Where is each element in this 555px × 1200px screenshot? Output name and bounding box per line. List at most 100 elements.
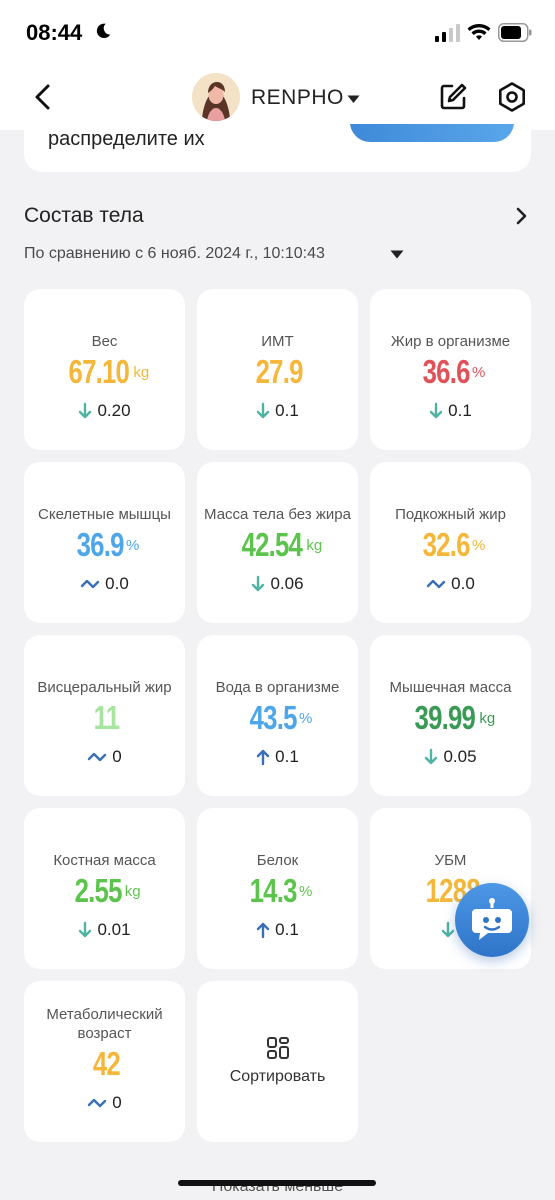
metric-card[interactable]: Подкожный жир 32.6% 0.0	[370, 462, 531, 623]
status-bar: 08:44	[0, 0, 555, 66]
metric-value: 2.55	[75, 872, 123, 909]
metric-card[interactable]: ИМТ 27.9 0.1	[197, 289, 358, 450]
metric-card[interactable]: Жир в организме 36.6% 0.1	[370, 289, 531, 450]
metric-value-row: 27.9	[197, 351, 358, 393]
metric-change: 0.05	[370, 745, 531, 769]
metric-label: Висцеральный жир	[37, 679, 172, 696]
metric-label: Жир в организме	[390, 333, 511, 350]
metric-value-row: 11	[24, 697, 185, 739]
metric-value-row: 42.54 kg	[197, 524, 358, 566]
metric-card[interactable]: Скелетные мышцы 36.9% 0.0	[24, 462, 185, 623]
wifi-icon	[467, 24, 491, 40]
caret-down-icon[interactable]	[347, 94, 360, 104]
settings-gear-icon[interactable]	[496, 81, 528, 113]
arrow-up-icon	[256, 922, 270, 939]
sort-label: Сортировать	[229, 1068, 326, 1085]
metric-value-row: 2.55 kg	[24, 870, 185, 912]
metric-label: Метаболический возраст	[46, 1006, 163, 1042]
wave-flat-icon	[80, 579, 100, 589]
status-time: 08:44	[26, 20, 83, 45]
metric-label: Костная масса	[53, 852, 156, 869]
robot-chat-icon	[472, 898, 512, 940]
metric-value-row: 67.10 kg	[24, 351, 185, 393]
distribution-card-button[interactable]	[350, 124, 514, 142]
metric-card[interactable]: Костная масса 2.55 kg 0.01	[24, 808, 185, 969]
metric-change-value: 0.06	[270, 574, 304, 593]
wave-flat-icon	[426, 579, 446, 589]
sort-grid-icon	[267, 1037, 289, 1059]
metric-value: 14.3	[249, 872, 297, 909]
section-title[interactable]: Состав тела	[24, 204, 144, 227]
metric-change-value: 0	[112, 1093, 122, 1112]
metric-value: 42.54	[241, 526, 302, 563]
moon-icon	[96, 23, 111, 39]
metric-value: 42	[92, 1045, 121, 1082]
metric-change: 0.1	[197, 399, 358, 423]
comparison-date[interactable]: По сравнению с 6 нояб. 2024 г., 10:10:43	[24, 245, 325, 262]
metric-change-value: 0.1	[448, 401, 472, 420]
chevron-right-icon[interactable]	[514, 207, 528, 225]
metric-card[interactable]: Масса тела без жира 42.54 kg 0.06	[197, 462, 358, 623]
metric-card[interactable]: Висцеральный жир 11 0	[24, 635, 185, 796]
metric-label: Подкожный жир	[395, 506, 506, 523]
metric-change-value: 0.1	[275, 920, 299, 939]
user-name[interactable]: RENPHO	[251, 86, 344, 109]
metric-value: 36.6	[422, 353, 470, 390]
metric-label: ИМТ	[261, 333, 294, 350]
metric-change: 0.1	[370, 399, 531, 423]
metric-change-value: 0.1	[275, 401, 299, 420]
arrow-down-icon	[79, 921, 92, 938]
cellular-signal-icon	[435, 24, 460, 42]
metric-value: 39.99	[414, 699, 475, 736]
edit-icon[interactable]	[438, 82, 468, 112]
metric-unit: kg	[479, 709, 496, 727]
metric-value-row: 43.5%	[197, 697, 358, 739]
metric-value: 11	[93, 699, 120, 736]
metric-change-value: 0.0	[105, 574, 129, 593]
metric-value-row: 42	[24, 1043, 185, 1085]
distribution-card-text: распределите их	[48, 128, 205, 150]
metric-change: 0.0	[24, 572, 185, 596]
metric-unit: kg	[124, 882, 141, 900]
metric-change: 0.0	[370, 572, 531, 596]
metric-change: 0.1	[197, 918, 358, 942]
metric-unit: kg	[306, 536, 323, 554]
metric-card[interactable]: Вес 67.10 kg 0.20	[24, 289, 185, 450]
metric-label: Белок	[256, 852, 299, 869]
metric-value-row: 36.9%	[24, 524, 185, 566]
metric-card[interactable]: Метаболический возраст 42 0	[24, 981, 185, 1142]
metric-unit: %	[471, 363, 486, 381]
metric-value: 43.5	[249, 699, 297, 736]
metric-label: Вода в организме	[215, 679, 340, 696]
arrow-down-icon	[441, 921, 455, 938]
user-avatar[interactable]	[192, 73, 240, 121]
home-indicator	[178, 1180, 376, 1186]
back-arrow-icon[interactable]	[30, 82, 56, 112]
metric-change: 0.1	[197, 745, 358, 769]
metric-card[interactable]: Мышечная масса 39.99 kg 0.05	[370, 635, 531, 796]
metric-label: Скелетные мышцы	[38, 506, 171, 523]
metric-change: 0.20	[24, 399, 185, 423]
metric-value-row: 39.99 kg	[370, 697, 531, 739]
metric-change: 0	[24, 745, 185, 769]
metric-unit: %	[471, 536, 486, 554]
metric-unit: %	[298, 882, 313, 900]
metric-value: 32.6	[422, 526, 470, 563]
metric-change-value: 0.0	[451, 574, 475, 593]
metric-label: Вес	[91, 333, 118, 350]
sort-card[interactable]: Сортировать	[197, 981, 358, 1142]
metric-label: Масса тела без жира	[204, 506, 351, 523]
nav-bar: RENPHO	[0, 66, 555, 130]
metric-card[interactable]: Вода в организме 43.5% 0.1	[197, 635, 358, 796]
arrow-down-icon	[79, 402, 92, 419]
chat-assistant-button[interactable]	[455, 883, 529, 957]
avatar-illustration	[192, 73, 240, 121]
metric-card[interactable]: Белок 14.3% 0.1	[197, 808, 358, 969]
battery-icon	[498, 23, 532, 42]
distribution-card: распределите их	[24, 124, 531, 172]
metric-label: УБМ	[434, 852, 467, 869]
arrow-down-icon	[425, 748, 438, 765]
caret-down-icon[interactable]	[390, 250, 404, 259]
arrow-down-icon	[256, 402, 270, 419]
metric-change: 0	[24, 1091, 185, 1115]
